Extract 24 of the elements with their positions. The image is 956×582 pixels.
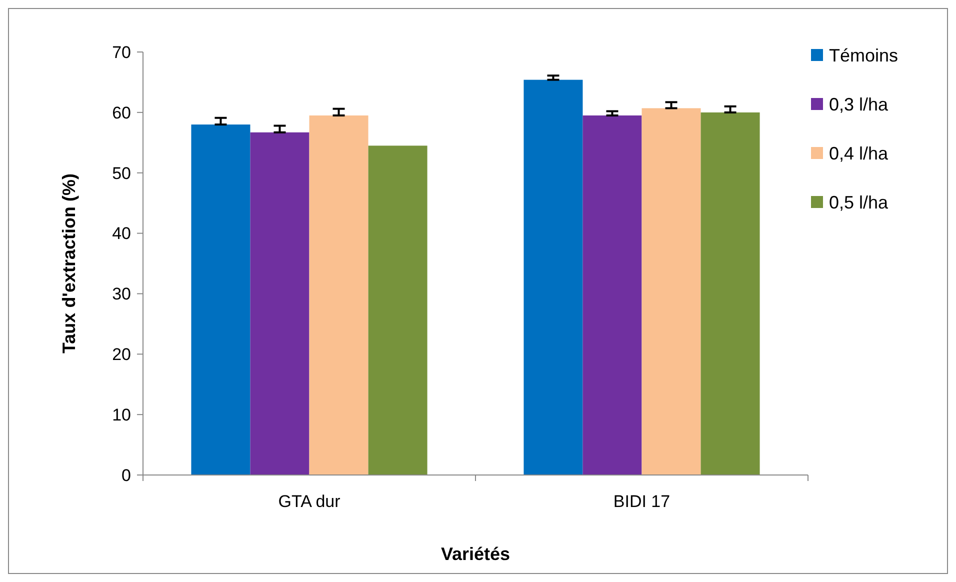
legend-label: Témoins: [829, 45, 898, 66]
y-tick-label: 40: [112, 224, 131, 244]
legend-label: 0,4 l/ha: [829, 143, 890, 164]
y-tick-label: 20: [112, 345, 131, 364]
y-tick-label: 30: [112, 284, 131, 304]
bar: [309, 115, 368, 475]
bar: [642, 108, 701, 475]
x-axis-title: Variétés: [440, 544, 510, 564]
bar: [250, 132, 310, 475]
bar: [191, 124, 250, 475]
x-tick-label: BIDI 17: [613, 492, 670, 511]
bar: [582, 115, 642, 475]
bar: [700, 112, 760, 475]
y-tick-label: 10: [112, 406, 131, 425]
legend-label: 0,3 l/ha: [829, 94, 890, 114]
y-tick-label: 70: [112, 42, 131, 62]
y-tick-label: 0: [122, 466, 131, 485]
y-tick-label: 50: [112, 164, 131, 183]
legend-label: 0,5 l/ha: [829, 192, 890, 212]
y-tick-label: 60: [112, 103, 131, 122]
x-tick-label: GTA dur: [278, 492, 341, 511]
y-axis-title: Taux d'extraction (%): [59, 174, 79, 354]
bar: [368, 146, 428, 475]
bar: [524, 80, 583, 475]
